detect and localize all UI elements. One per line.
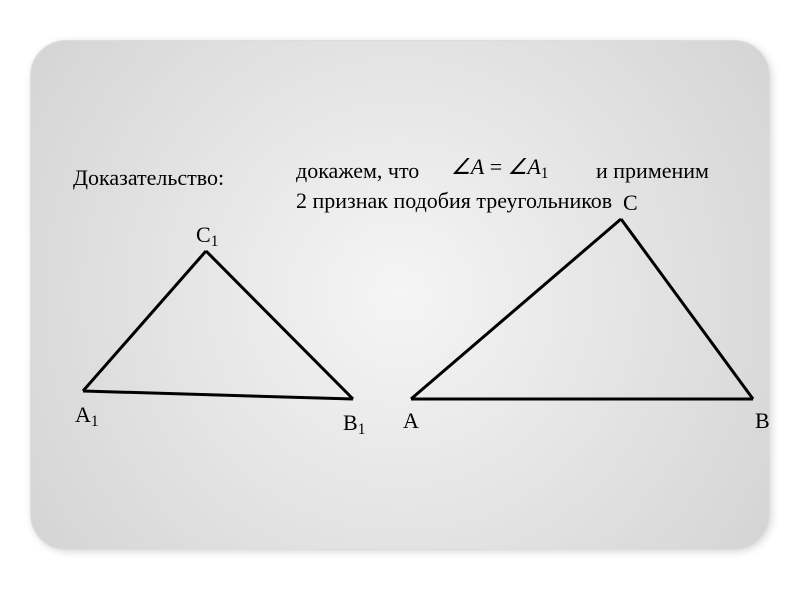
t2-b-base: B — [755, 408, 770, 433]
slide-card: Доказательство: докажем, что ∠A = ∠A1 и … — [30, 40, 770, 550]
t2-edge-bc — [621, 219, 753, 399]
prove-that-text: докажем, что — [296, 159, 419, 183]
t2-vertex-a-label: A — [403, 409, 419, 433]
t1-edge-ca — [83, 251, 206, 391]
t1-vertex-a-label: A1 — [75, 403, 99, 427]
t2-vertex-c-label: C — [623, 191, 638, 215]
angle-rhs-base: A — [527, 154, 540, 179]
proof-label: Доказательство: — [73, 166, 224, 190]
angle-symbol-rhs: ∠ — [508, 154, 528, 179]
t1-edge-bc — [206, 251, 353, 399]
criterion-text: 2 признак подобия треугольников — [296, 189, 612, 213]
t1-vertex-b-label: B1 — [343, 411, 365, 435]
t1-c-sub: 1 — [211, 233, 219, 250]
t1-b-sub: 1 — [358, 421, 366, 438]
t2-edge-ca — [411, 219, 621, 399]
viewport: Доказательство: докажем, что ∠A = ∠A1 и … — [0, 0, 800, 600]
angle-rhs-sub: 1 — [541, 165, 549, 182]
angle-lhs: A — [471, 154, 484, 179]
t1-c-base: C — [196, 222, 211, 247]
t1-a-base: A — [75, 402, 91, 427]
t1-edge-ab — [83, 391, 353, 399]
triangles-diagram — [31, 41, 769, 549]
t1-vertex-c-label: C1 — [196, 223, 218, 247]
t2-c-base: C — [623, 190, 638, 215]
angle-equation: ∠A = ∠A1 — [451, 155, 549, 179]
t1-b-base: B — [343, 410, 358, 435]
equals-sign: = — [490, 154, 502, 179]
t2-a-base: A — [403, 408, 419, 433]
t2-vertex-b-label: B — [755, 409, 770, 433]
angle-symbol-lhs: ∠ — [451, 154, 471, 179]
t1-a-sub: 1 — [91, 413, 99, 430]
and-apply-text: и применим — [596, 159, 709, 183]
